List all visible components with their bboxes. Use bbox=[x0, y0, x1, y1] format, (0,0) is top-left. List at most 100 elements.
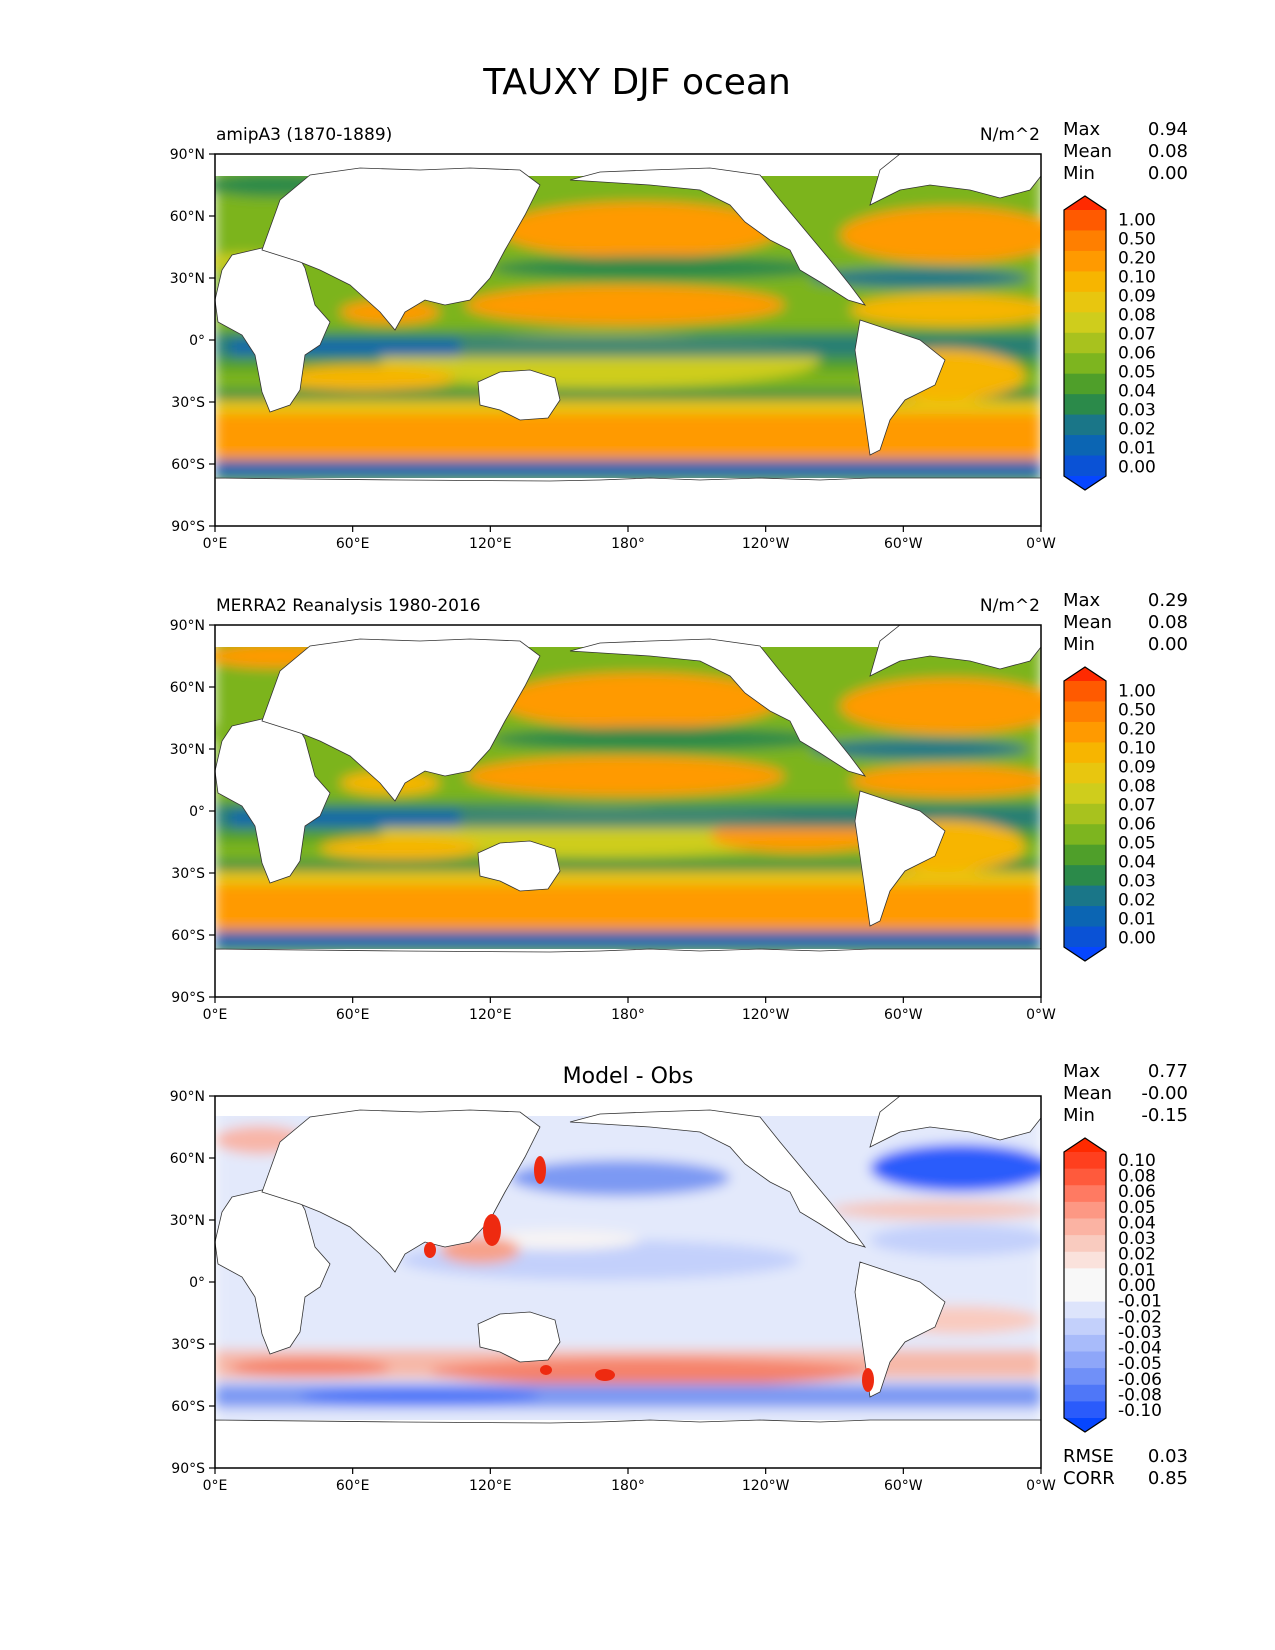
hotspot-new-zealand bbox=[595, 1369, 615, 1381]
lon-tick-label: 0°W bbox=[1026, 1478, 1056, 1494]
colorbar-tick-label: 0.09 bbox=[1118, 758, 1156, 778]
colorbar-tick-label: 0.03 bbox=[1118, 401, 1156, 421]
colorbar-segment bbox=[1064, 1285, 1106, 1303]
stat-mean-label: Mean bbox=[1063, 141, 1112, 162]
colorbar-extend-max bbox=[1064, 1138, 1106, 1152]
colorbar-segment bbox=[1064, 1168, 1106, 1186]
stat-max-label: Max bbox=[1063, 1061, 1101, 1082]
colorbar-tick-label: -0.02 bbox=[1118, 1307, 1162, 1327]
lon-tick-label: 0°E bbox=[203, 536, 228, 552]
colorbar-segment bbox=[1064, 1318, 1106, 1336]
lat-tick-label: 0° bbox=[189, 804, 205, 820]
panel-diff: Model - Obs Max 0.77 Mean -0.00 Min -0.1… bbox=[170, 1061, 1188, 1494]
colorbar-segment bbox=[1064, 783, 1106, 805]
colorbar-tick-label: 0.50 bbox=[1118, 701, 1156, 721]
colorbar-tick-label: 0.05 bbox=[1118, 834, 1156, 854]
lon-tick-label: 0°W bbox=[1026, 1007, 1056, 1023]
colorbar-outline bbox=[1063, 195, 1107, 491]
colorbar-segment bbox=[1064, 1235, 1106, 1253]
colorbar-segment bbox=[1064, 803, 1106, 825]
land-masses-model bbox=[214, 153, 1042, 527]
colorbar-segment bbox=[1064, 435, 1106, 457]
stat-max-value: 0.29 bbox=[1148, 590, 1188, 611]
axes-model: 90°N 60°N 30°N 0° 30°S 60°S 90°S0°E 60°E 120°E 18… bbox=[170, 147, 1056, 552]
lon-tick-label: 180° bbox=[611, 536, 645, 552]
lon-tick-label: 120°E bbox=[469, 1007, 512, 1023]
stat-mean-value: 0.08 bbox=[1148, 141, 1188, 162]
lat-tick-label: 90°S bbox=[171, 1461, 205, 1477]
colorbar-segment bbox=[1064, 210, 1106, 232]
colorbar-segment bbox=[1064, 721, 1106, 743]
colorbar-segment bbox=[1064, 455, 1106, 477]
lat-tick-label: 60°N bbox=[170, 680, 205, 696]
lat-tick-label: 30°S bbox=[171, 1337, 205, 1353]
colorbar-model: 1.000.500.200.100.090.080.070.060.050.04… bbox=[1063, 195, 1156, 491]
colorbar-tick-label: -0.01 bbox=[1118, 1292, 1162, 1312]
figure-title: TAUXY DJF ocean bbox=[482, 62, 791, 103]
colorbar-segment bbox=[1064, 1401, 1106, 1419]
colorbar-segment bbox=[1064, 762, 1106, 784]
lon-tick-label: 60°E bbox=[336, 1007, 370, 1023]
lat-tick-label: 60°S bbox=[171, 1399, 205, 1415]
error-stats-box: RMSE 0.03 CORR 0.85 bbox=[1063, 1446, 1188, 1489]
stat-min-value: 0.00 bbox=[1148, 163, 1188, 184]
colorbar-tick-label: 0.03 bbox=[1118, 872, 1156, 892]
colorbar-segment bbox=[1064, 844, 1106, 866]
stat-min-label: Min bbox=[1063, 634, 1095, 655]
colorbar-segment bbox=[1064, 394, 1106, 416]
colorbar-segment bbox=[1064, 230, 1106, 252]
lat-tick-label: 60°N bbox=[170, 209, 205, 225]
colorbar-segment bbox=[1064, 1351, 1106, 1369]
colorbar-tick-label: 0.02 bbox=[1118, 420, 1156, 440]
lat-tick-label: 90°S bbox=[171, 519, 205, 535]
colorbar-segment bbox=[1064, 701, 1106, 723]
colorbar-tick-label: 0.02 bbox=[1118, 1245, 1156, 1265]
colorbar-segment bbox=[1064, 1368, 1106, 1386]
colorbar-tick-label: 0.01 bbox=[1118, 910, 1156, 930]
lon-tick-label: 60°E bbox=[336, 1478, 370, 1494]
colorbar-tick-label: 0.20 bbox=[1118, 249, 1156, 269]
lon-tick-label: 120°W bbox=[742, 1007, 790, 1023]
colorbar-tick-label: 0.06 bbox=[1118, 815, 1156, 835]
colorbar-segment bbox=[1064, 291, 1106, 313]
lon-tick-label: 120°E bbox=[469, 1478, 512, 1494]
hotspot-tasmania bbox=[540, 1365, 552, 1375]
colorbar-segment bbox=[1064, 373, 1106, 395]
stats-box-diff: Max 0.77 Mean -0.00 Min -0.15 bbox=[1063, 1061, 1188, 1126]
colorbar-segment bbox=[1064, 1251, 1106, 1269]
colorbar-tick-label: 0.10 bbox=[1118, 739, 1156, 759]
axes-obs: 90°N 60°N 30°N 0° 30°S 60°S 90°S0°E 60°E 120°E 18… bbox=[170, 618, 1056, 1023]
colorbar-extend-max bbox=[1064, 196, 1106, 210]
colorbar-tick-label: 1.00 bbox=[1118, 211, 1156, 231]
land-masses-diff bbox=[214, 1095, 1042, 1469]
colorbar-tick-label: 0.06 bbox=[1118, 1182, 1156, 1202]
lon-tick-label: 120°W bbox=[742, 536, 790, 552]
stat-rmse-value: 0.03 bbox=[1148, 1446, 1188, 1467]
stat-mean-value: -0.00 bbox=[1141, 1083, 1188, 1104]
colorbar-segment bbox=[1064, 885, 1106, 907]
lat-tick-label: 60°N bbox=[170, 1151, 205, 1167]
stat-mean-value: 0.08 bbox=[1148, 612, 1188, 633]
colorbar-extend-min bbox=[1064, 476, 1106, 490]
lat-tick-label: 0° bbox=[189, 1275, 205, 1291]
colorbar-tick-label: 0.50 bbox=[1118, 230, 1156, 250]
panel-center-label: Model - Obs bbox=[563, 1064, 694, 1089]
colorbar-segment bbox=[1064, 1218, 1106, 1236]
colorbar-extend-min bbox=[1064, 947, 1106, 961]
lon-tick-label: 180° bbox=[611, 1007, 645, 1023]
axes-diff: 90°N 60°N 30°N 0° 30°S 60°S 90°S0°E 60°E 120°E 18… bbox=[170, 1089, 1056, 1494]
colorbar-tick-label: 0.20 bbox=[1118, 720, 1156, 740]
colorbar-tick-label: 0.01 bbox=[1118, 439, 1156, 459]
colorbar-tick-label: 0.00 bbox=[1118, 458, 1156, 478]
stat-max-value: 0.94 bbox=[1148, 119, 1188, 140]
colorbar-segment bbox=[1064, 865, 1106, 887]
colorbar-tick-label: -0.03 bbox=[1118, 1323, 1162, 1343]
colorbar-extend-max bbox=[1064, 667, 1106, 681]
colorbar-tick-label: 0.07 bbox=[1118, 325, 1156, 345]
colorbar-tick-label: 0.06 bbox=[1118, 344, 1156, 364]
colorbar-segment bbox=[1064, 332, 1106, 354]
colorbar-tick-label: -0.04 bbox=[1118, 1339, 1162, 1359]
stat-min-value: 0.00 bbox=[1148, 634, 1188, 655]
lat-tick-label: 90°S bbox=[171, 990, 205, 1006]
